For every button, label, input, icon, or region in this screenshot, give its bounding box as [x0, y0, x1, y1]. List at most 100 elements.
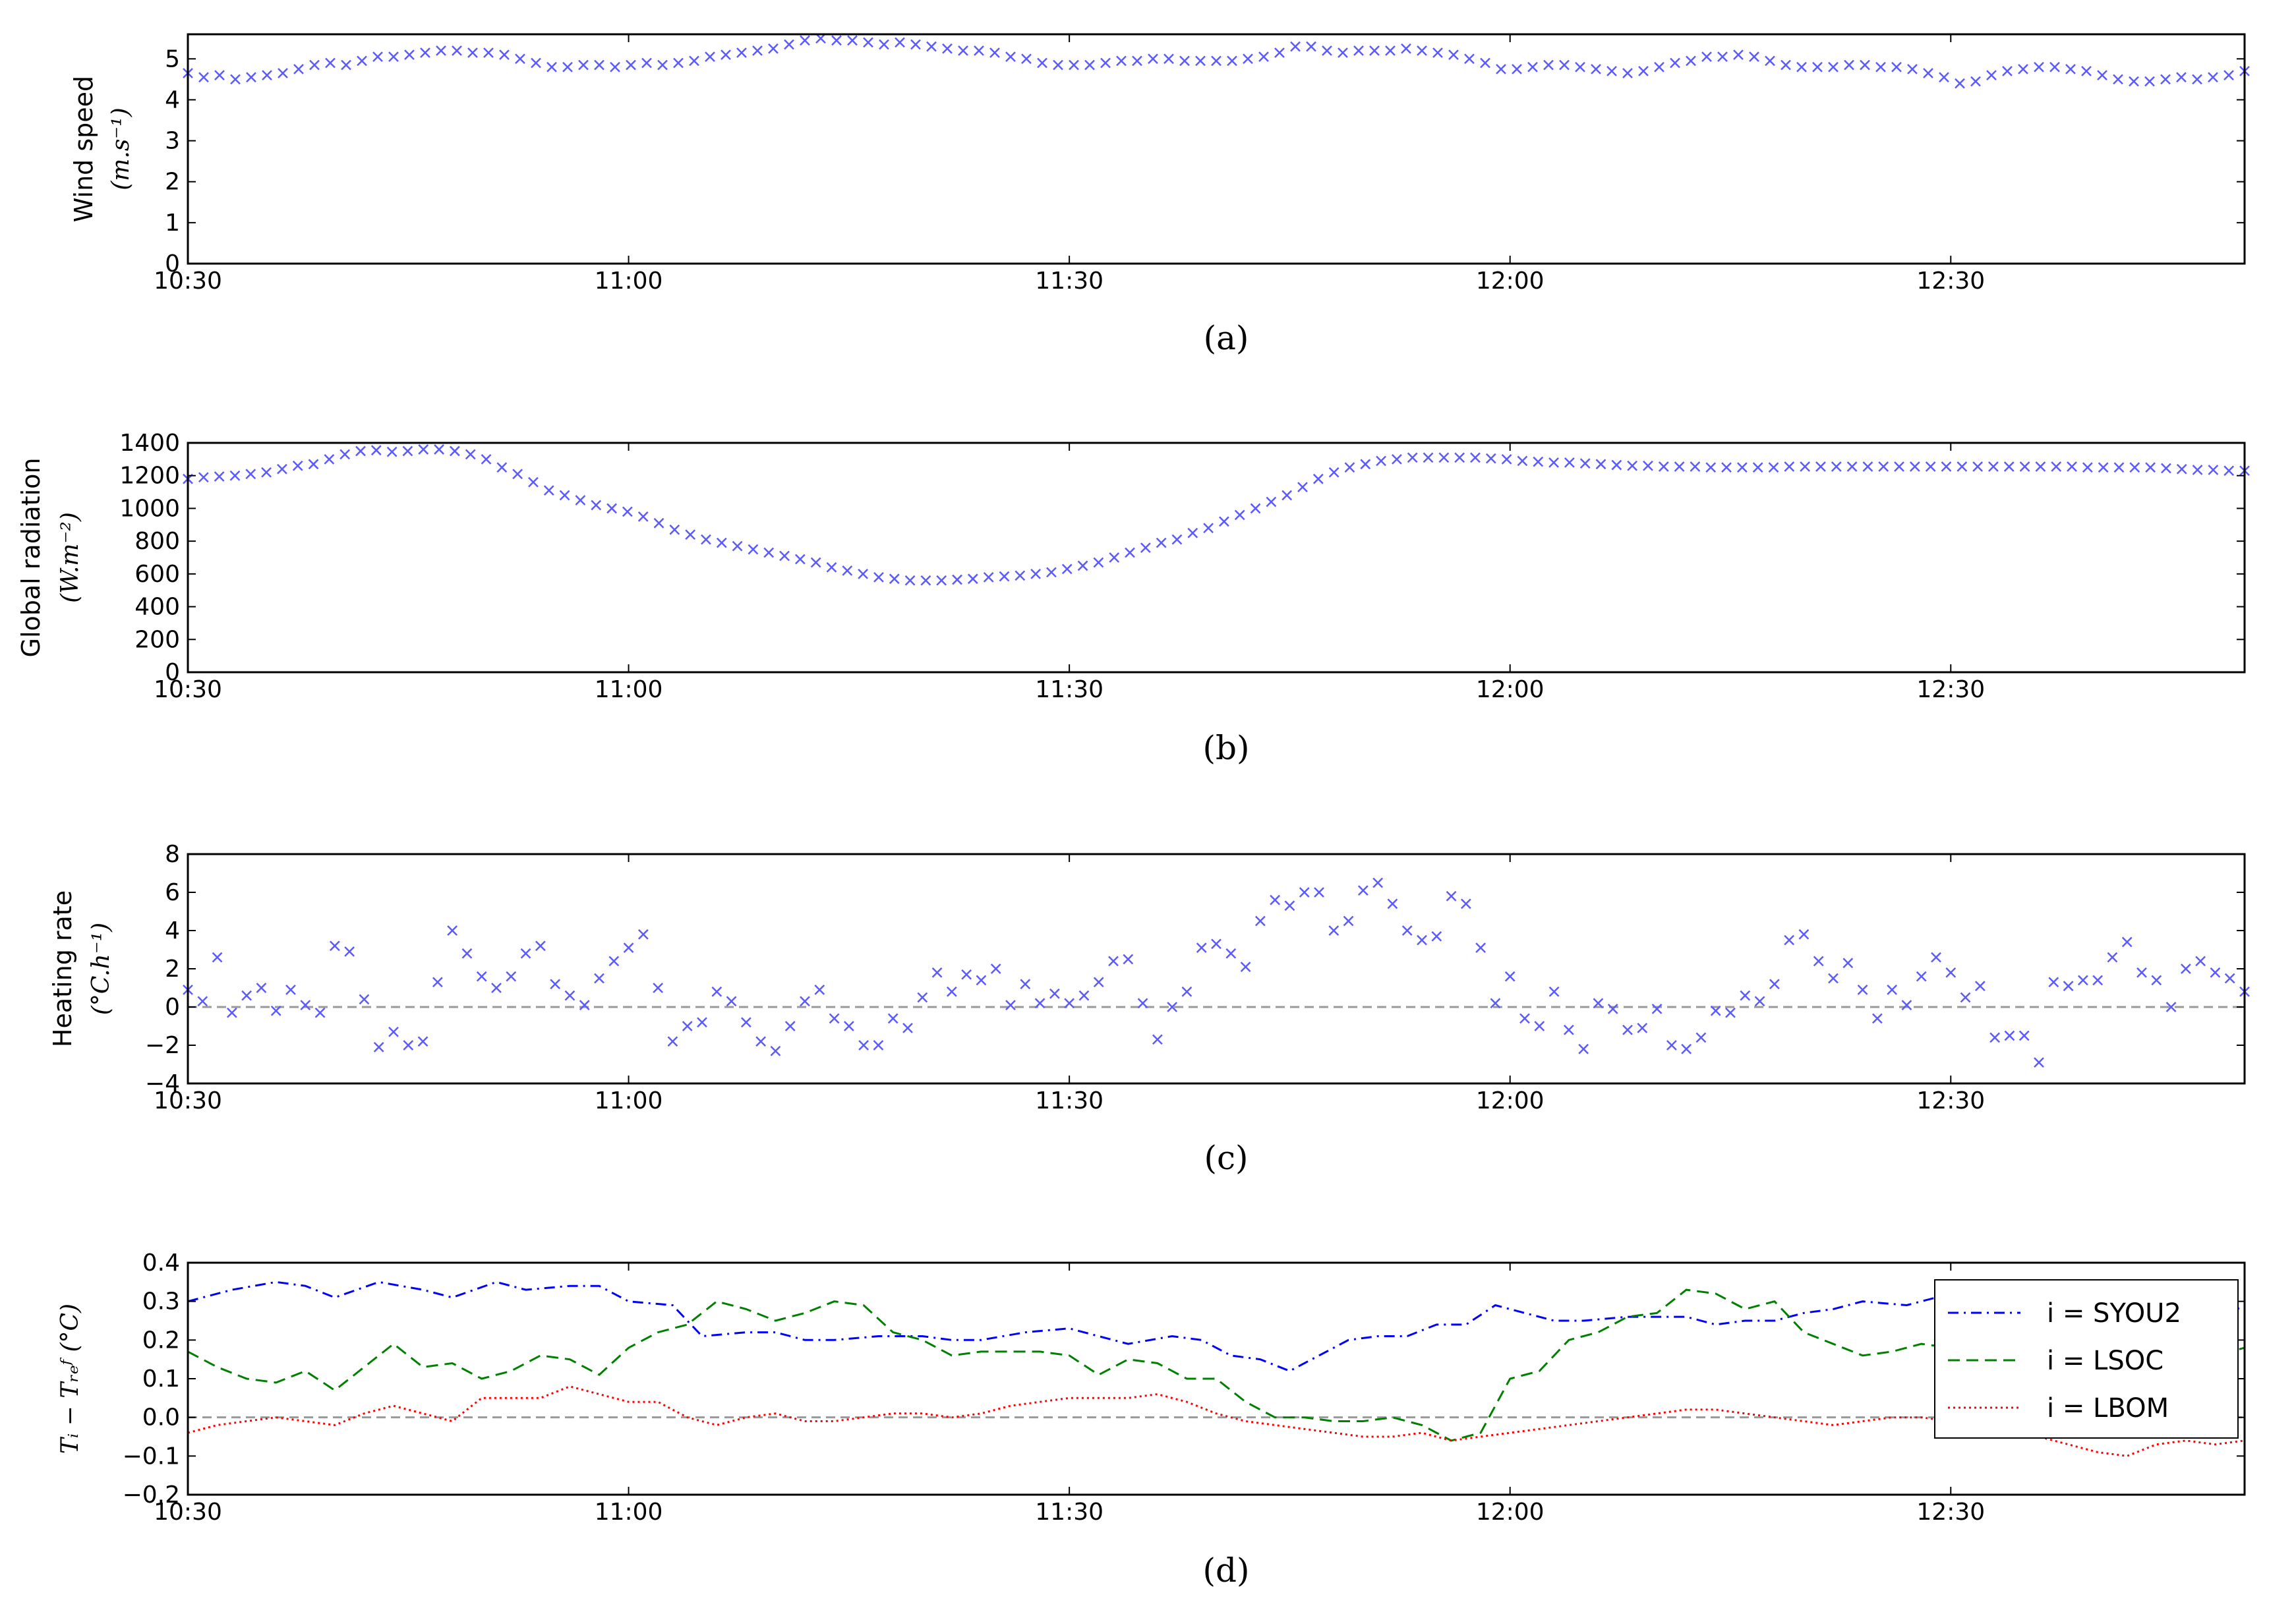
data-point-marker	[403, 1040, 414, 1051]
data-point-marker	[1274, 47, 1285, 58]
data-point-marker	[814, 985, 825, 995]
y-axis-label: Global radiation	[16, 458, 45, 658]
data-point-marker	[1037, 57, 1047, 69]
data-point-marker	[858, 1040, 869, 1051]
data-point-marker	[1053, 59, 1063, 71]
data-point-marker	[606, 503, 617, 514]
data-point-marker	[610, 61, 620, 72]
data-point-marker	[1372, 877, 1384, 888]
data-point-marker	[942, 43, 953, 54]
data-point-marker	[1800, 461, 1811, 472]
data-point-marker	[531, 57, 541, 69]
data-point-marker	[669, 524, 680, 535]
data-point-marker	[1527, 61, 1538, 72]
data-point-marker	[1156, 537, 1167, 548]
data-point-marker	[1125, 547, 1135, 558]
data-point-marker	[481, 453, 492, 465]
data-point-marker	[999, 571, 1010, 582]
data-point-marker	[2176, 463, 2187, 475]
data-point-marker	[1591, 63, 1601, 74]
data-point-marker	[889, 573, 900, 585]
data-point-marker	[370, 445, 382, 456]
data-point-marker	[1392, 453, 1402, 465]
data-point-marker	[308, 459, 319, 470]
data-point-marker	[958, 45, 968, 56]
x-tick-label: 12:00	[1476, 676, 1545, 703]
panel-caption: (c)	[1204, 1139, 1248, 1177]
data-point-marker	[2144, 76, 2155, 87]
data-point-marker	[1674, 461, 1685, 472]
data-point-marker	[241, 990, 252, 1001]
data-point-marker	[748, 544, 759, 555]
data-point-marker	[1670, 57, 1680, 69]
data-point-marker	[1322, 45, 1332, 56]
data-point-marker	[1813, 956, 1824, 967]
y-tick-label: 1000	[119, 495, 180, 522]
data-point-marker	[936, 575, 947, 586]
data-point-marker	[1717, 51, 1728, 63]
data-point-marker	[528, 476, 539, 488]
data-point-marker	[1812, 61, 1823, 72]
x-tick-label: 11:30	[1035, 676, 1104, 703]
data-point-marker	[355, 446, 366, 457]
data-point-marker	[1862, 461, 1873, 472]
data-point-marker	[1417, 45, 1427, 56]
data-point-marker	[770, 1045, 781, 1056]
data-point-marker	[1957, 461, 1968, 472]
data-point-marker	[2223, 465, 2235, 476]
data-point-marker	[779, 550, 790, 561]
data-point-marker	[476, 971, 487, 982]
data-point-marker	[285, 985, 296, 995]
data-point-marker	[721, 49, 731, 60]
data-point-marker	[197, 996, 208, 1007]
data-point-marker	[2065, 63, 2076, 74]
panel-caption: (a)	[1204, 319, 1249, 357]
data-point-marker	[1533, 456, 1544, 467]
data-point-marker	[873, 571, 884, 583]
data-point-marker	[1666, 1040, 1677, 1051]
data-point-marker	[1464, 53, 1475, 65]
x-tick-label: 10:30	[154, 268, 222, 295]
x-tick-label: 11:00	[595, 1499, 663, 1526]
data-point-marker	[1611, 459, 1622, 471]
data-point-marker	[1234, 509, 1245, 521]
data-point-marker	[2224, 973, 2235, 984]
y-tick-label: 0	[165, 994, 180, 1021]
data-point-marker	[1901, 1000, 1912, 1010]
data-point-marker	[2223, 70, 2234, 81]
data-point-marker	[2165, 1002, 2177, 1012]
data-point-marker	[1622, 1024, 1633, 1035]
data-point-marker	[1116, 55, 1127, 67]
data-point-marker	[1401, 925, 1413, 936]
y-tick-label: 0.2	[142, 1327, 180, 1354]
data-point-marker	[902, 1023, 913, 1033]
data-point-marker	[904, 575, 916, 586]
data-point-marker	[1860, 59, 1870, 71]
data-point-marker	[711, 986, 722, 997]
data-point-marker	[2113, 74, 2123, 85]
data-point-marker	[2035, 461, 2046, 472]
data-point-marker	[1171, 534, 1183, 545]
data-point-marker	[483, 47, 494, 58]
y-tick-label: 6	[165, 879, 180, 906]
data-point-marker	[1740, 990, 1751, 1001]
data-point-marker	[496, 462, 508, 473]
data-point-marker	[450, 446, 460, 457]
data-point-marker	[2121, 936, 2133, 948]
y-axis-unit: (°C.h⁻¹)	[88, 923, 115, 1015]
data-point-marker	[2195, 956, 2206, 967]
data-point-marker	[842, 565, 853, 576]
data-point-marker	[447, 925, 458, 936]
y-axis-label: Tᵢ − Tᵣₑᶠ (°C)	[57, 1304, 84, 1454]
data-point-marker	[246, 72, 256, 83]
x-tick-label: 11:30	[1035, 268, 1104, 295]
data-point-marker	[732, 540, 743, 552]
data-point-marker	[1069, 59, 1079, 71]
data-point-marker	[1887, 985, 1898, 995]
x-tick-label: 10:30	[154, 676, 222, 703]
panel-b-global-radiation: 10:30 11:00 11:30 12:00 12:30 0 200 400 600 800 10…	[16, 430, 2250, 767]
data-point-marker	[623, 942, 634, 953]
x-tick-label: 12:30	[1916, 1087, 1985, 1114]
data-point-marker	[1769, 979, 1780, 990]
data-point-marker	[1203, 523, 1214, 534]
